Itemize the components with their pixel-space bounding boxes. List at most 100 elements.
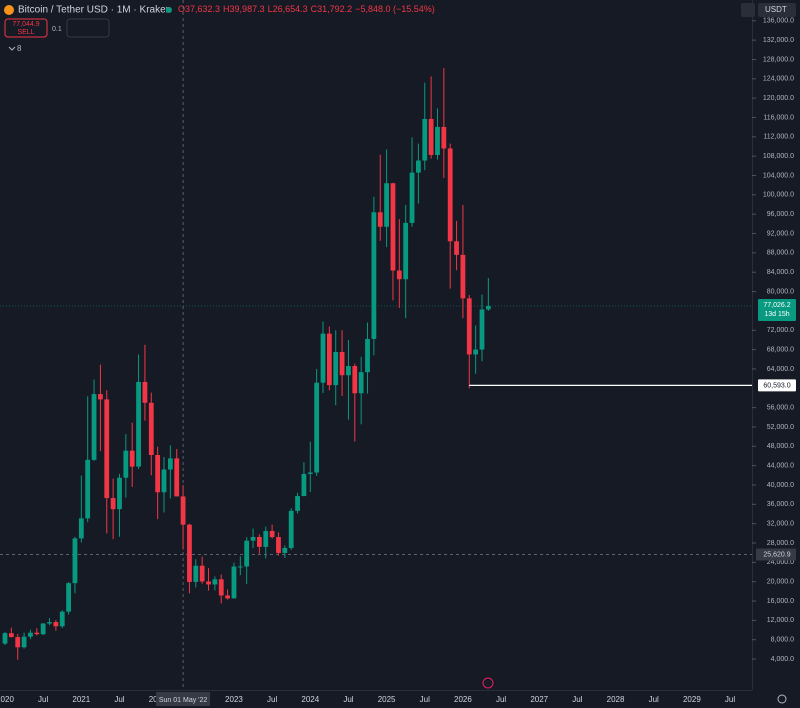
candle-body bbox=[91, 394, 97, 460]
ohlc-legend: O37,632.3 H39,987.3 L26,654.3 C31,792.2 −5,8… bbox=[178, 4, 435, 14]
candle-body bbox=[187, 524, 192, 582]
y-tick-label: 80,000.0 bbox=[767, 288, 794, 295]
candle-body bbox=[218, 579, 224, 596]
candle-body bbox=[72, 538, 78, 584]
currency-button[interactable] bbox=[758, 3, 796, 17]
y-tick-label: 52,000.0 bbox=[767, 424, 794, 431]
x-tick-label: 2029 bbox=[683, 695, 701, 704]
candle-body bbox=[142, 381, 148, 403]
candle-body bbox=[428, 118, 434, 155]
candle-body bbox=[136, 381, 141, 467]
x-tick-label: Jul bbox=[725, 695, 735, 704]
buy-button[interactable] bbox=[66, 18, 110, 38]
candle-body bbox=[59, 611, 65, 627]
x-tick-label: 2020 bbox=[0, 695, 14, 704]
status-dot bbox=[166, 7, 172, 13]
y-tick-label: 12,000.0 bbox=[767, 617, 794, 624]
ohlc-value: H39,987.3 bbox=[223, 4, 265, 14]
candle-body bbox=[180, 496, 186, 525]
crosshair-y-label: 25,620.9 bbox=[763, 551, 790, 558]
currency: USDT bbox=[765, 5, 787, 14]
y-tick-label: 72,000.0 bbox=[767, 327, 794, 334]
candle-body bbox=[2, 633, 8, 644]
candle-body bbox=[199, 565, 205, 582]
candle-body bbox=[244, 540, 250, 567]
candle-body bbox=[161, 469, 167, 493]
y-tick-label: 104,000.0 bbox=[763, 172, 794, 179]
candle-body bbox=[85, 459, 91, 519]
x-tick-label: 2024 bbox=[301, 695, 319, 704]
candle-body bbox=[320, 333, 326, 383]
candle-body bbox=[148, 402, 154, 456]
y-tick-label: 24,000.0 bbox=[767, 559, 794, 566]
x-tick-label: 2028 bbox=[607, 695, 625, 704]
settings-icon[interactable] bbox=[777, 694, 787, 704]
candle-body bbox=[333, 352, 339, 386]
horizontal-line-label: 60,593.0 bbox=[763, 382, 790, 389]
sell-label: SELL bbox=[17, 29, 34, 36]
x-tick-label: Jul bbox=[267, 695, 277, 704]
y-tick-label: 64,000.0 bbox=[767, 366, 794, 373]
candle-body bbox=[21, 636, 27, 648]
candle-body bbox=[117, 477, 122, 510]
candle-body bbox=[110, 498, 116, 510]
candle-body bbox=[435, 126, 440, 155]
y-tick-label: 68,000.0 bbox=[767, 346, 794, 353]
last-price-label: 77,026.2 bbox=[763, 302, 790, 309]
candle-body bbox=[422, 118, 428, 161]
crosshair-x-tag bbox=[156, 692, 211, 706]
candle-body bbox=[28, 632, 33, 637]
coin-icon bbox=[4, 5, 14, 15]
y-tick-label: 56,000.0 bbox=[767, 404, 794, 411]
candle-body bbox=[98, 394, 103, 400]
x-tick-label: 2021 bbox=[72, 695, 90, 704]
candle-body bbox=[231, 566, 237, 599]
download-button[interactable] bbox=[741, 3, 755, 17]
candle-body bbox=[390, 183, 396, 271]
ohlc-value: O37,632.3 bbox=[178, 4, 220, 14]
candle-body bbox=[15, 637, 21, 648]
y-tick-label: 136,000.0 bbox=[763, 18, 794, 25]
y-tick-label: 28,000.0 bbox=[767, 540, 794, 547]
y-tick-label: 116,000.0 bbox=[763, 114, 794, 121]
candle-body bbox=[314, 382, 320, 473]
candle-body bbox=[78, 518, 84, 539]
countdown: 13d 15h bbox=[764, 311, 789, 318]
candle-body bbox=[295, 496, 300, 511]
candle-body bbox=[40, 623, 46, 635]
y-tick-label: 120,000.0 bbox=[763, 95, 794, 102]
candle-body bbox=[123, 450, 129, 478]
crosshair-x-label: Sun 01 May '22 bbox=[159, 697, 208, 704]
candle-body bbox=[479, 309, 485, 350]
candle-body bbox=[282, 547, 288, 553]
candle-body bbox=[473, 349, 479, 355]
candle-body bbox=[212, 579, 218, 585]
y-tick-label: 40,000.0 bbox=[767, 482, 794, 489]
x-tick-label: Jul bbox=[114, 695, 124, 704]
ohlc-value: C31,792.2 bbox=[311, 4, 353, 14]
candle-body bbox=[257, 536, 262, 547]
candle-body bbox=[371, 212, 377, 339]
candle-body bbox=[167, 458, 173, 470]
candle-body bbox=[66, 583, 71, 612]
candle-body bbox=[104, 399, 110, 499]
candle-body bbox=[416, 160, 421, 173]
y-tick-label: 8,000.0 bbox=[771, 637, 794, 644]
y-tick-label: 4,000.0 bbox=[771, 656, 794, 663]
event-icon[interactable] bbox=[482, 677, 494, 689]
candle-body bbox=[301, 473, 307, 497]
candle-body bbox=[339, 352, 345, 376]
last-price-tag bbox=[758, 298, 796, 321]
y-tick-label: 124,000.0 bbox=[763, 76, 794, 83]
sell-button[interactable] bbox=[4, 18, 48, 38]
x-tick-label: Jul bbox=[649, 695, 659, 704]
candle-body bbox=[377, 212, 383, 227]
collapse-icon[interactable] bbox=[8, 46, 16, 51]
candle-body bbox=[155, 455, 161, 493]
candle-body bbox=[307, 472, 313, 474]
y-tick-label: 84,000.0 bbox=[767, 269, 794, 276]
candle-body bbox=[326, 333, 332, 386]
candle-body bbox=[225, 595, 230, 599]
